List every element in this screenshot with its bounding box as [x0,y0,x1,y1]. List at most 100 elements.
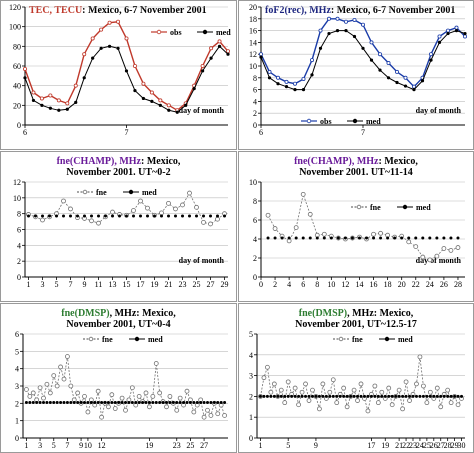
data-point-med [116,46,120,50]
y-tick-label: 18 [249,15,257,24]
legend: fne med [83,335,163,344]
data-point-med [52,400,56,404]
x-tick-label: 7 [69,280,73,289]
data-point-fne [278,387,284,393]
data-point-med [65,107,69,111]
data-point-med [124,69,129,73]
data-point-med [65,400,69,404]
data-point-med [127,400,131,404]
x-tick-label: 5 [55,280,59,289]
y-tick-label: 14 [249,38,257,47]
data-point-fne [303,381,308,387]
legend: fne med [351,203,431,212]
data-point-med [328,394,332,398]
data-point-fne [427,257,433,263]
data-point-fne [417,354,423,360]
data-point-med [414,236,418,240]
data-point-med [62,400,66,404]
data-point-obs [90,36,95,41]
x-tick-label: 23 [173,441,181,450]
data-point-fne [310,387,315,393]
data-point-med [41,214,44,218]
data-point-med [331,394,335,398]
data-point-med [141,96,146,101]
data-point-fne [379,389,385,395]
legend: obs med [151,28,231,37]
data-point-fne [434,385,440,391]
data-point-fne [358,381,364,387]
data-point-med [158,103,162,107]
y-tick-label: 80 [13,42,21,51]
data-point-med [373,394,377,398]
y-tick-label: 0 [249,434,253,443]
data-point-med [259,55,263,59]
y-tick-label: 40 [13,82,21,91]
legend-label: fne [370,203,381,212]
data-point-med [361,46,365,50]
data-point-med [439,394,443,398]
data-point-med [317,394,321,398]
y-tick-label: 20 [13,101,21,110]
data-point-fne [40,217,45,223]
x-tick-label: 12 [98,441,106,450]
x-tick-label: 27 [200,441,208,450]
data-point-med [420,79,425,83]
data-point-med [352,394,356,398]
data-point-med [365,236,369,240]
x-tick-label: 11 [95,280,103,289]
data-point-med [192,87,196,91]
data-point-obs [217,39,222,44]
x-tick-label: 28 [454,280,462,289]
data-point-med [72,400,76,404]
data-point-med [31,400,35,404]
data-point-fne [296,402,301,408]
data-point-med [421,236,425,240]
data-point-med [124,400,127,404]
data-point-med [150,99,154,103]
y-tick-label: 2 [17,257,21,266]
data-point-obs [428,52,433,57]
y-tick-label: 12 [249,50,257,59]
data-point-med [146,214,149,218]
x-tick-label: 7 [361,128,365,137]
data-point-fne [222,413,227,418]
data-point-fne [317,406,322,412]
data-point-fne [82,394,87,399]
title-colored: TEC, TECU [29,5,82,16]
legend-swatch-marker [202,29,208,35]
chart-title: foF2(rec), MHz: Mexico, 6-7 November 200… [265,5,455,16]
data-point-fne [208,413,214,418]
x-tick-label: 22 [402,441,410,450]
data-point-obs [141,81,146,86]
data-point-med [352,34,357,39]
chart-svg: fne(DMSP), MHz: Mexico,November 2001, UT… [15,308,228,450]
x-tick-label: 27 [207,280,215,289]
data-point-med [300,394,304,398]
data-point-med [324,394,328,398]
x-tick-label: 6 [23,128,27,137]
data-point-obs [394,69,399,74]
chart-panel-3: fne(CHAMP), MHz: Mexico, November 2001. U… [0,151,237,302]
data-point-med [74,100,78,104]
legend-swatch-marker [384,336,390,342]
data-point-med [293,394,297,398]
data-point-med [137,400,141,404]
legend-label: med [142,188,157,197]
x-tick-label: 24 [426,280,434,289]
data-point-fne [330,377,336,383]
chart-subtitle: November 2001. UT~0-2 [66,167,170,178]
x-tick-label: 17 [137,280,145,289]
data-point-med [421,394,425,398]
data-point-med [167,214,170,218]
data-point-med [293,88,297,92]
legend-swatch-marker [156,29,162,35]
data-point-med [76,400,80,404]
legend-label: obs [170,28,182,37]
data-point-fne [386,385,392,391]
data-point-fne [201,219,206,225]
data-point-med [336,236,340,240]
x-tick-label: 22 [412,280,420,289]
data-point-med [403,84,408,88]
data-point-fne [119,395,125,401]
x-tick-label: 21 [165,280,173,289]
